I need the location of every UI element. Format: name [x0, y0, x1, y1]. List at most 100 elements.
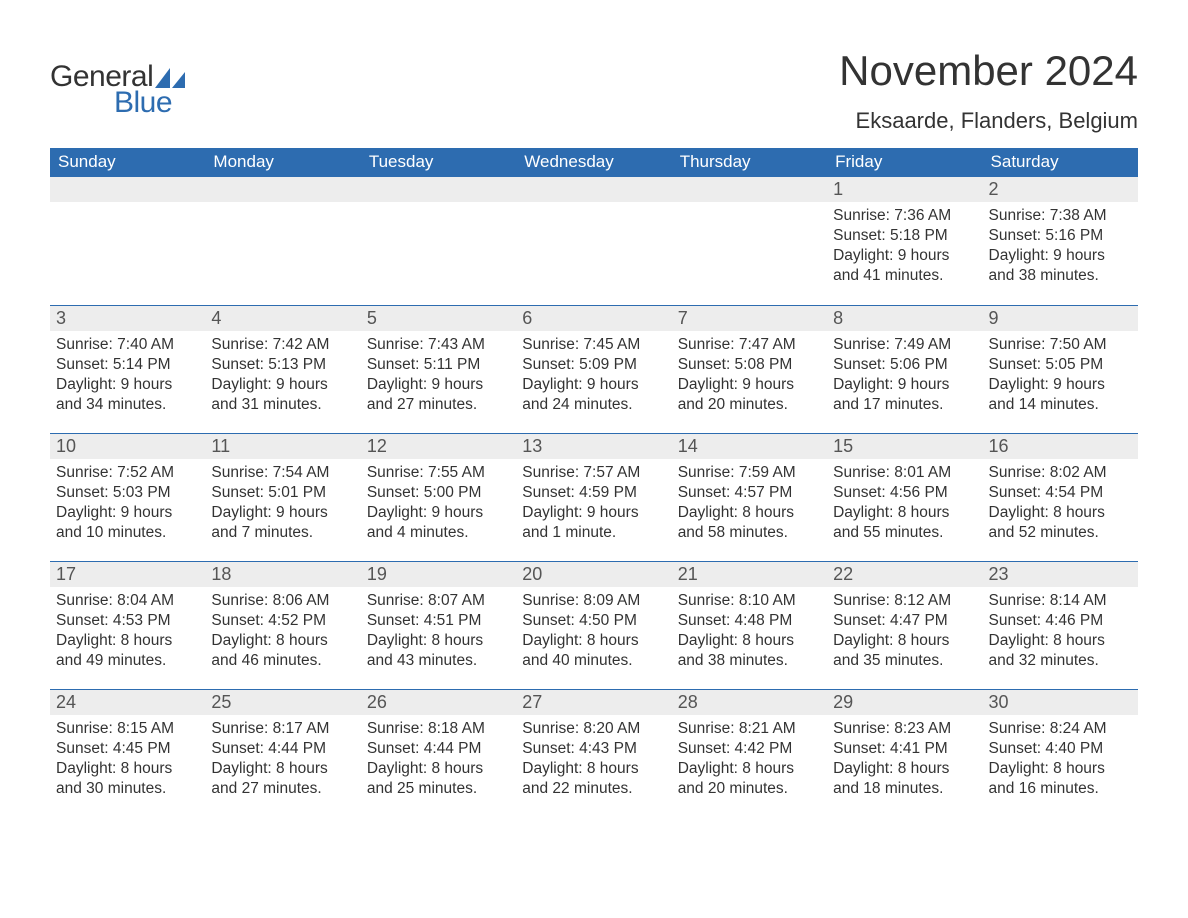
- sunset-text: Sunset: 4:48 PM: [678, 611, 821, 631]
- day-number: 2: [983, 177, 1138, 202]
- empty-day-header: [516, 177, 671, 202]
- sunset-text: Sunset: 5:13 PM: [211, 355, 354, 375]
- day-details: Sunrise: 8:24 AMSunset: 4:40 PMDaylight:…: [983, 715, 1138, 804]
- day-details: Sunrise: 8:07 AMSunset: 4:51 PMDaylight:…: [361, 587, 516, 676]
- sunrise-text: Sunrise: 7:54 AM: [211, 463, 354, 483]
- day-cell: 5Sunrise: 7:43 AMSunset: 5:11 PMDaylight…: [361, 305, 516, 433]
- month-title: November 2024: [839, 48, 1138, 94]
- day-cell: 3Sunrise: 7:40 AMSunset: 5:14 PMDaylight…: [50, 305, 205, 433]
- week-row: 1Sunrise: 7:36 AMSunset: 5:18 PMDaylight…: [50, 177, 1138, 305]
- title-block: November 2024 Eksaarde, Flanders, Belgiu…: [839, 48, 1138, 134]
- daylight-text: Daylight: 9 hours and 24 minutes.: [522, 375, 665, 415]
- day-cell: 12Sunrise: 7:55 AMSunset: 5:00 PMDayligh…: [361, 433, 516, 561]
- sunset-text: Sunset: 4:44 PM: [211, 739, 354, 759]
- day-details: Sunrise: 7:52 AMSunset: 5:03 PMDaylight:…: [50, 459, 205, 548]
- day-number: 4: [205, 305, 360, 331]
- week-row: 3Sunrise: 7:40 AMSunset: 5:14 PMDaylight…: [50, 305, 1138, 433]
- day-number: 22: [827, 561, 982, 587]
- header: General Blue November 2024 Eksaarde, Fla…: [50, 48, 1138, 134]
- sunset-text: Sunset: 5:05 PM: [989, 355, 1132, 375]
- day-details: Sunrise: 7:55 AMSunset: 5:00 PMDaylight:…: [361, 459, 516, 548]
- daylight-text: Daylight: 9 hours and 38 minutes.: [989, 246, 1132, 286]
- sunrise-text: Sunrise: 8:01 AM: [833, 463, 976, 483]
- day-cell: 22 Sunrise: 8:12 AMSunset: 4:47 PMDayligh…: [827, 561, 982, 689]
- sunset-text: Sunset: 4:47 PM: [833, 611, 976, 631]
- day-cell: 17Sunrise: 8:04 AMSunset: 4:53 PMDayligh…: [50, 561, 205, 689]
- day-details: Sunrise: 7:36 AMSunset: 5:18 PMDaylight:…: [827, 202, 982, 291]
- daylight-text: Daylight: 8 hours and 38 minutes.: [678, 631, 821, 671]
- day-cell: 30Sunrise: 8:24 AMSunset: 4:40 PMDayligh…: [983, 689, 1138, 817]
- day-cell: 27Sunrise: 8:20 AMSunset: 4:43 PMDayligh…: [516, 689, 671, 817]
- calendar-page: General Blue November 2024 Eksaarde, Fla…: [0, 0, 1188, 918]
- sunrise-text: Sunrise: 7:57 AM: [522, 463, 665, 483]
- calendar-grid: Sunday Monday Tuesday Wednesday Thursday…: [50, 148, 1138, 817]
- sunset-text: Sunset: 4:42 PM: [678, 739, 821, 759]
- daylight-text: Daylight: 8 hours and 20 minutes.: [678, 759, 821, 799]
- sunrise-text: Sunrise: 7:38 AM: [989, 206, 1132, 226]
- sunset-text: Sunset: 4:43 PM: [522, 739, 665, 759]
- day-cell: 8Sunrise: 7:49 AMSunset: 5:06 PMDaylight…: [827, 305, 982, 433]
- day-number: 1: [827, 177, 982, 202]
- sunset-text: Sunset: 4:53 PM: [56, 611, 199, 631]
- sunset-text: Sunset: 5:16 PM: [989, 226, 1132, 246]
- sunrise-text: Sunrise: 8:12 AM: [833, 591, 976, 611]
- week-row: 24Sunrise: 8:15 AMSunset: 4:45 PMDayligh…: [50, 689, 1138, 817]
- weeks-container: 1Sunrise: 7:36 AMSunset: 5:18 PMDaylight…: [50, 177, 1138, 817]
- sunrise-text: Sunrise: 7:49 AM: [833, 335, 976, 355]
- day-number: 13: [516, 433, 671, 459]
- daylight-text: Daylight: 8 hours and 55 minutes.: [833, 503, 976, 543]
- day-cell: 28Sunrise: 8:21 AMSunset: 4:42 PMDayligh…: [672, 689, 827, 817]
- day-number: 10: [50, 433, 205, 459]
- sunrise-text: Sunrise: 8:02 AM: [989, 463, 1132, 483]
- col-header-wednesday: Wednesday: [516, 148, 671, 177]
- day-number: 6: [516, 305, 671, 331]
- col-header-thursday: Thursday: [672, 148, 827, 177]
- sunrise-text: Sunrise: 8:24 AM: [989, 719, 1132, 739]
- sunrise-text: Sunrise: 8:18 AM: [367, 719, 510, 739]
- sunset-text: Sunset: 5:01 PM: [211, 483, 354, 503]
- day-details: Sunrise: 7:47 AMSunset: 5:08 PMDaylight:…: [672, 331, 827, 420]
- col-header-monday: Monday: [205, 148, 360, 177]
- daylight-text: Daylight: 8 hours and 35 minutes.: [833, 631, 976, 671]
- day-details: Sunrise: 8:14 AMSunset: 4:46 PMDaylight:…: [983, 587, 1138, 676]
- col-header-saturday: Saturday: [983, 148, 1138, 177]
- day-cell: [50, 177, 205, 305]
- daylight-text: Daylight: 9 hours and 31 minutes.: [211, 375, 354, 415]
- logo-word-blue: Blue: [114, 86, 172, 120]
- sunset-text: Sunset: 5:03 PM: [56, 483, 199, 503]
- sunset-text: Sunset: 4:51 PM: [367, 611, 510, 631]
- sunset-text: Sunset: 5:06 PM: [833, 355, 976, 375]
- day-details: Sunrise: 7:45 AMSunset: 5:09 PMDaylight:…: [516, 331, 671, 420]
- day-cell: 13Sunrise: 7:57 AMSunset: 4:59 PMDayligh…: [516, 433, 671, 561]
- day-cell: 6Sunrise: 7:45 AMSunset: 5:09 PMDaylight…: [516, 305, 671, 433]
- logo-sail-icon: [155, 68, 185, 88]
- sunrise-text: Sunrise: 8:06 AM: [211, 591, 354, 611]
- sunset-text: Sunset: 5:09 PM: [522, 355, 665, 375]
- col-header-sunday: Sunday: [50, 148, 205, 177]
- day-cell: 7Sunrise: 7:47 AMSunset: 5:08 PMDaylight…: [672, 305, 827, 433]
- sunrise-text: Sunrise: 7:52 AM: [56, 463, 199, 483]
- daylight-text: Daylight: 8 hours and 43 minutes.: [367, 631, 510, 671]
- sunset-text: Sunset: 4:40 PM: [989, 739, 1132, 759]
- day-details: Sunrise: 8:04 AMSunset: 4:53 PMDaylight:…: [50, 587, 205, 676]
- sunrise-text: Sunrise: 8:14 AM: [989, 591, 1132, 611]
- day-number: 19: [361, 561, 516, 587]
- day-cell: [672, 177, 827, 305]
- sunset-text: Sunset: 4:46 PM: [989, 611, 1132, 631]
- sunrise-text: Sunrise: 8:20 AM: [522, 719, 665, 739]
- day-cell: 19Sunrise: 8:07 AMSunset: 4:51 PMDayligh…: [361, 561, 516, 689]
- day-number: 27: [516, 689, 671, 715]
- day-cell: 16Sunrise: 8:02 AMSunset: 4:54 PMDayligh…: [983, 433, 1138, 561]
- day-cell: 4Sunrise: 7:42 AMSunset: 5:13 PMDaylight…: [205, 305, 360, 433]
- location-subtitle: Eksaarde, Flanders, Belgium: [839, 108, 1138, 134]
- daylight-text: Daylight: 9 hours and 27 minutes.: [367, 375, 510, 415]
- daylight-text: Daylight: 8 hours and 18 minutes.: [833, 759, 976, 799]
- day-details: Sunrise: 8:20 AMSunset: 4:43 PMDaylight:…: [516, 715, 671, 804]
- day-cell: 15Sunrise: 8:01 AMSunset: 4:56 PMDayligh…: [827, 433, 982, 561]
- day-number: 23: [983, 561, 1138, 587]
- empty-day-header: [361, 177, 516, 202]
- day-number: 11: [205, 433, 360, 459]
- sunset-text: Sunset: 5:00 PM: [367, 483, 510, 503]
- day-cell: 20Sunrise: 8:09 AMSunset: 4:50 PMDayligh…: [516, 561, 671, 689]
- day-number: 16: [983, 433, 1138, 459]
